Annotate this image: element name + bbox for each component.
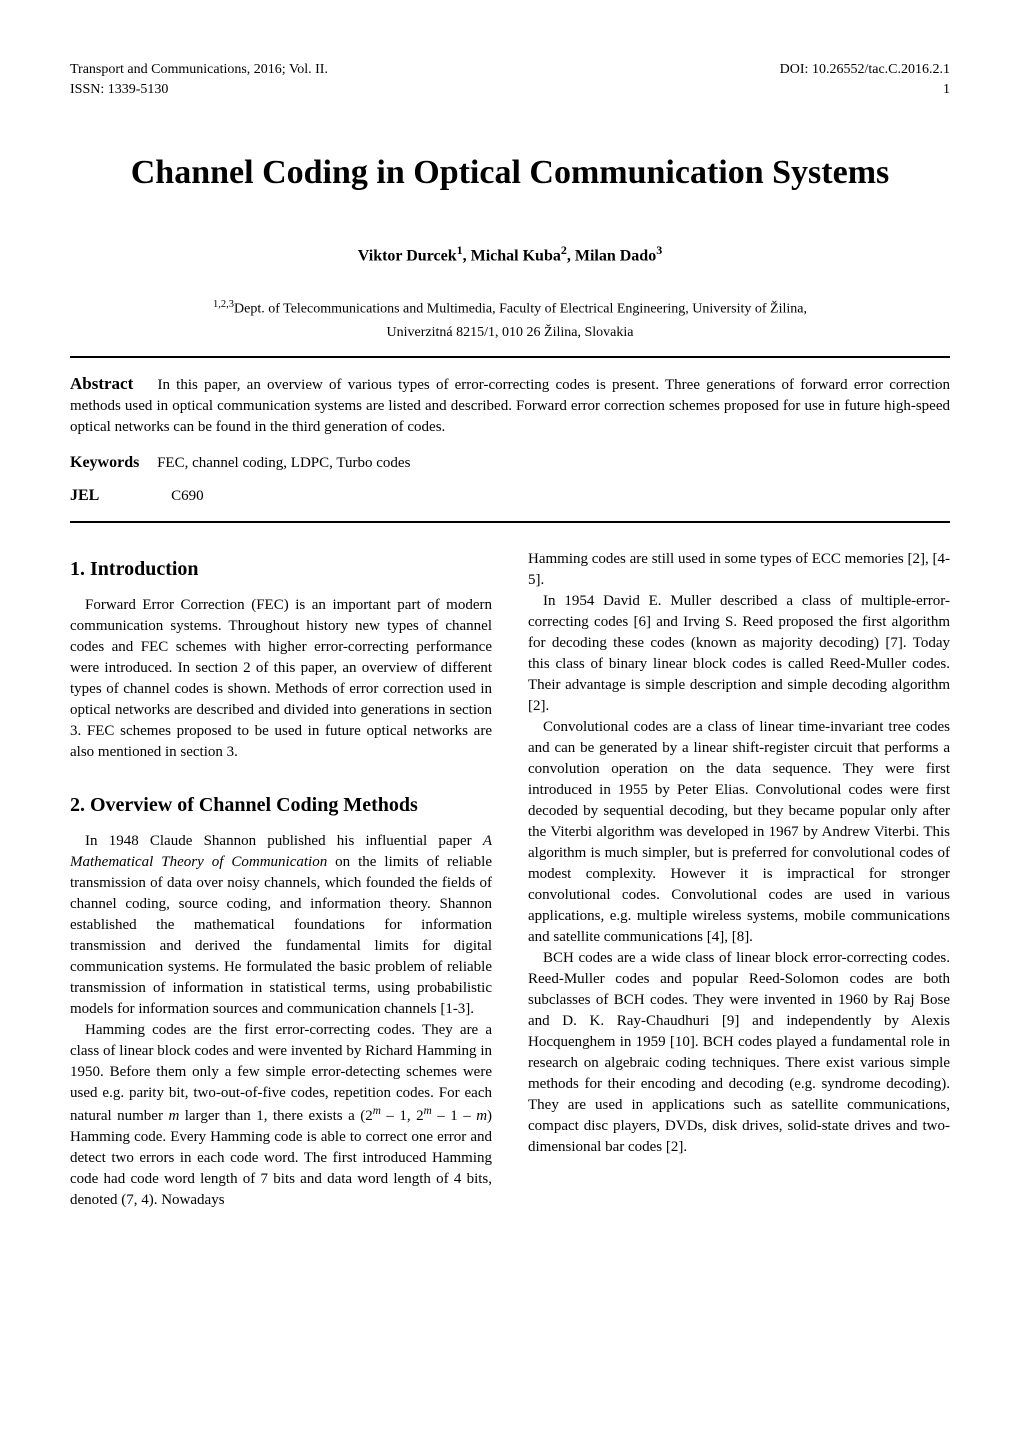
affiliation-line-2: Univerzitná 8215/1, 010 26 Žilina, Slova…: [70, 323, 950, 343]
col2-para-4: BCH codes are a wide class of linear blo…: [528, 948, 950, 1158]
paper-title: Channel Coding in Optical Communication …: [70, 149, 950, 197]
s2p2-m2: m: [476, 1108, 487, 1124]
section-2-para-2: Hamming codes are the first error-correc…: [70, 1020, 492, 1211]
col2-para-2: In 1954 David E. Muller described a clas…: [528, 591, 950, 717]
s2p1-b: on the limits of reliable transmission o…: [70, 854, 492, 1017]
column-right: Hamming codes are still used in some typ…: [528, 549, 950, 1211]
affiliation-sup: 1,2,3: [213, 299, 234, 310]
author-2-name: Michal Kuba: [471, 247, 561, 264]
header-left: Transport and Communications, 2016; Vol.…: [70, 60, 328, 99]
jel-row: JEL C690: [70, 485, 950, 507]
section-1-title: 1. Introduction: [70, 555, 492, 583]
author-sep-2: ,: [567, 247, 575, 264]
header-right: DOI: 10.26552/tac.C.2016.2.1 1: [780, 60, 950, 99]
page-number: 1: [780, 80, 950, 100]
s2p2-d: – 1 –: [432, 1108, 476, 1124]
keywords-row: Keywords FEC, channel coding, LDPC, Turb…: [70, 452, 950, 474]
keywords-label: Keywords: [70, 454, 139, 471]
s2p2-exp1: m: [373, 1105, 381, 1117]
s2p2-c: – 1, 2: [381, 1108, 424, 1124]
abstract-block: Abstract In this paper, an overview of v…: [70, 372, 950, 438]
divider-top: [70, 356, 950, 358]
col2-para-3: Convolutional codes are a class of linea…: [528, 717, 950, 948]
s2p2-exp2: m: [424, 1105, 432, 1117]
column-left: 1. Introduction Forward Error Correction…: [70, 549, 492, 1211]
abstract-text: In this paper, an overview of various ty…: [70, 377, 950, 435]
abstract-label: Abstract: [70, 374, 133, 393]
section-1-para-1: Forward Error Correction (FEC) is an imp…: [70, 595, 492, 763]
jel-text: C690: [171, 488, 204, 504]
page-header: Transport and Communications, 2016; Vol.…: [70, 60, 950, 99]
author-3-sup: 3: [656, 243, 662, 257]
journal-line: Transport and Communications, 2016; Vol.…: [70, 60, 328, 80]
s2p2-m: m: [168, 1108, 179, 1124]
authors-line: Viktor Durcek1, Michal Kuba2, Milan Dado…: [70, 242, 950, 268]
section-2-para-1: In 1948 Claude Shannon published his inf…: [70, 831, 492, 1020]
jel-label: JEL: [70, 487, 99, 504]
keywords-text: FEC, channel coding, LDPC, Turbo codes: [157, 455, 410, 471]
two-column-body: 1. Introduction Forward Error Correction…: [70, 549, 950, 1211]
author-1-name: Viktor Durcek: [358, 247, 457, 264]
affiliation-line-1: 1,2,3Dept. of Telecommunications and Mul…: [70, 298, 950, 319]
col2-para-1: Hamming codes are still used in some typ…: [528, 549, 950, 591]
s2p2-b: larger than 1, there exists a (2: [179, 1108, 372, 1124]
issn-line: ISSN: 1339-5130: [70, 80, 328, 100]
divider-bottom: [70, 521, 950, 523]
doi-line: DOI: 10.26552/tac.C.2016.2.1: [780, 60, 950, 80]
author-sep-1: ,: [463, 247, 471, 264]
s2p1-a: In 1948 Claude Shannon published his inf…: [85, 833, 483, 849]
author-3-name: Milan Dado: [575, 247, 656, 264]
affiliation-dept: Dept. of Telecommunications and Multimed…: [234, 301, 807, 316]
section-2-title: 2. Overview of Channel Coding Methods: [70, 791, 492, 819]
